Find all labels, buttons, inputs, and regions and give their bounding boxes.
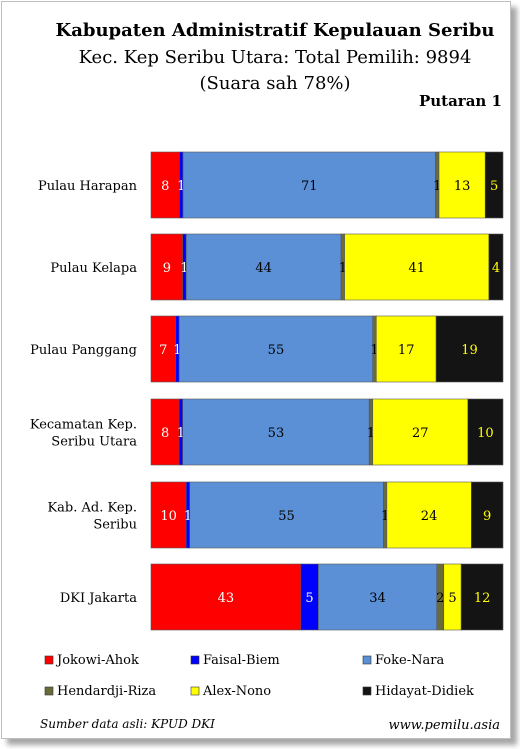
chart-title: Kabupaten Administratif Kepulauan Seribu — [55, 20, 495, 41]
data-label-kecamatan-kep-seribu-utara-foke-nara: 53 — [268, 426, 285, 441]
category-label-kecamatan-kep-seribu-utara-line-2: Seribu Utara — [51, 435, 137, 450]
data-label-kecamatan-kep-seribu-utara-hendardji-riza: 1 — [367, 426, 375, 441]
bar-kecamatan-kep-seribu-utara-alex-nono — [372, 398, 469, 466]
category-label-kab-ad-kep-seribu-line-2: Seribu — [93, 518, 137, 533]
category-label-kecamatan-kep-seribu-utara-line-1: Kecamatan Kep. — [30, 418, 137, 433]
data-label-dki-jakarta-alex-nono: 5 — [448, 591, 456, 606]
data-label-pulau-panggang-faisal-biem: 1 — [173, 343, 181, 358]
bar-pulau-panggang-alex-nono — [375, 315, 437, 383]
bar-pulau-panggang-jokowi-ahok — [150, 315, 176, 383]
data-label-kecamatan-kep-seribu-utara-hidayat-didiek: 10 — [477, 426, 494, 441]
data-label-dki-jakarta-hendardji-riza: 2 — [436, 591, 444, 606]
bar-kecamatan-kep-seribu-utara-foke-nara — [182, 398, 370, 466]
data-label-kecamatan-kep-seribu-utara-alex-nono: 27 — [412, 426, 429, 441]
source-note: Sumber data asli: KPUD DKI — [40, 717, 215, 731]
category-label-dki-jakarta: DKI Jakarta — [60, 591, 137, 606]
data-label-pulau-panggang-alex-nono: 17 — [398, 343, 415, 358]
bar-pulau-harapan-foke-nara — [182, 151, 436, 219]
data-label-kab-ad-kep-seribu-foke-nara: 55 — [278, 509, 295, 524]
data-label-pulau-panggang-hendardji-riza: 1 — [370, 343, 378, 358]
bar-dki-jakarta-hidayat-didiek — [460, 563, 504, 631]
bar-pulau-kelapa-foke-nara — [185, 233, 342, 301]
data-label-pulau-kelapa-hidayat-didiek: 4 — [492, 261, 500, 276]
data-label-pulau-panggang-jokowi-ahok: 7 — [159, 343, 167, 358]
bar-dki-jakarta-foke-nara — [317, 563, 438, 631]
data-label-dki-jakarta-foke-nara: 34 — [369, 591, 386, 606]
data-label-pulau-kelapa-faisal-biem: 1 — [180, 261, 188, 276]
chart-subtitle-2: (Suara sah 78%) — [199, 73, 351, 94]
website-label: www.pemilu.asia — [388, 718, 500, 733]
data-label-pulau-harapan-alex-nono: 13 — [454, 179, 471, 194]
data-label-pulau-kelapa-hendardji-riza: 1 — [339, 261, 347, 276]
bar-pulau-panggang-foke-nara — [178, 315, 374, 383]
bar-pulau-panggang-hidayat-didiek — [435, 315, 504, 383]
data-label-pulau-harapan-faisal-biem: 1 — [177, 179, 185, 194]
data-label-dki-jakarta-jokowi-ahok: 43 — [218, 591, 235, 606]
legend-swatch-hendardji-riza — [44, 686, 54, 696]
data-label-kecamatan-kep-seribu-utara-faisal-biem: 1 — [177, 426, 185, 441]
data-label-pulau-panggang-hidayat-didiek: 19 — [461, 343, 478, 358]
data-label-pulau-harapan-jokowi-ahok: 8 — [161, 179, 169, 194]
data-label-dki-jakarta-faisal-biem: 5 — [305, 591, 313, 606]
category-label-pulau-panggang: Pulau Panggang — [30, 343, 137, 358]
data-label-pulau-kelapa-foke-nara: 44 — [255, 261, 272, 276]
data-label-kecamatan-kep-seribu-utara-jokowi-ahok: 8 — [161, 426, 169, 441]
data-label-pulau-panggang-foke-nara: 55 — [268, 343, 285, 358]
legend-label-faisal-biem: Faisal-Biem — [203, 653, 280, 668]
legend-swatch-jokowi-ahok — [44, 655, 54, 665]
bar-kecamatan-kep-seribu-utara-jokowi-ahok — [150, 398, 180, 466]
data-label-kab-ad-kep-seribu-hendardji-riza: 1 — [381, 509, 389, 524]
data-label-pulau-harapan-foke-nara: 71 — [301, 179, 318, 194]
category-label-pulau-kelapa: Pulau Kelapa — [50, 261, 137, 276]
category-label-kab-ad-kep-seribu-line-1: Kab. Ad. Kep. — [47, 501, 137, 516]
bar-dki-jakarta-jokowi-ahok — [150, 563, 302, 631]
bar-kab-ad-kep-seribu-foke-nara — [189, 481, 384, 549]
bar-pulau-harapan-jokowi-ahok — [150, 151, 180, 219]
bar-pulau-kelapa-jokowi-ahok — [150, 233, 183, 301]
data-label-pulau-harapan-hidayat-didiek: 5 — [490, 179, 498, 194]
bar-pulau-kelapa-alex-nono — [344, 233, 490, 301]
bar-kab-ad-kep-seribu-hidayat-didiek — [471, 481, 504, 549]
legend-label-hidayat-didiek: Hidayat-Didiek — [375, 684, 474, 699]
bar-kab-ad-kep-seribu-alex-nono — [386, 481, 472, 549]
data-label-kab-ad-kep-seribu-jokowi-ahok: 10 — [160, 509, 177, 524]
data-label-pulau-harapan-hendardji-riza: 1 — [433, 179, 441, 194]
legend-swatch-faisal-biem — [190, 655, 200, 665]
legend-label-hendardji-riza: Hendardji-Riza — [57, 684, 156, 699]
bar-pulau-kelapa-hidayat-didiek — [488, 233, 504, 301]
data-label-kab-ad-kep-seribu-alex-nono: 24 — [421, 509, 438, 524]
legend-label-alex-nono: Alex-Nono — [202, 684, 271, 699]
bar-kab-ad-kep-seribu-jokowi-ahok — [150, 481, 187, 549]
round-label: Putaran 1 — [418, 92, 502, 110]
data-label-pulau-kelapa-jokowi-ahok: 9 — [163, 261, 171, 276]
legend-label-jokowi-ahok: Jokowi-Ahok — [55, 653, 139, 668]
legend-swatch-foke-nara — [362, 655, 372, 665]
legend-swatch-alex-nono — [190, 686, 200, 696]
chart-subtitle: Kec. Kep Seribu Utara: Total Pemilih: 98… — [78, 47, 472, 68]
category-label-pulau-harapan: Pulau Harapan — [38, 179, 138, 194]
legend-label-foke-nara: Foke-Nara — [375, 653, 444, 668]
data-label-dki-jakarta-hidayat-didiek: 12 — [474, 591, 491, 606]
bar-pulau-harapan-hidayat-didiek — [484, 151, 504, 219]
legend-swatch-hidayat-didiek — [362, 686, 372, 696]
bar-kecamatan-kep-seribu-utara-hidayat-didiek — [467, 398, 504, 466]
data-label-kab-ad-kep-seribu-hidayat-didiek: 9 — [483, 509, 491, 524]
data-label-pulau-kelapa-alex-nono: 41 — [408, 261, 425, 276]
data-label-kab-ad-kep-seribu-faisal-biem: 1 — [184, 509, 192, 524]
bar-pulau-harapan-alex-nono — [438, 151, 486, 219]
